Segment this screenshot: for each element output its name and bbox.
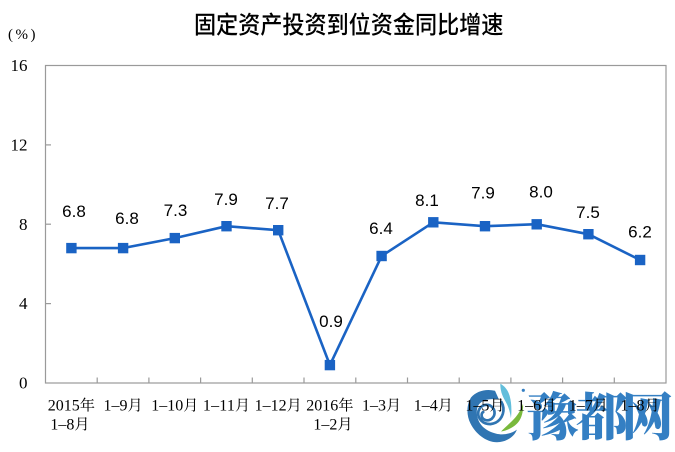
svg-text:1–4: 1–4	[414, 398, 438, 415]
svg-text:0: 0	[19, 374, 28, 393]
svg-text:(%): (%)	[8, 27, 38, 43]
svg-text:7.7: 7.7	[265, 194, 289, 213]
svg-text:6.4: 6.4	[369, 219, 393, 238]
svg-text:2016: 2016	[306, 398, 338, 415]
svg-text:7.3: 7.3	[164, 201, 188, 220]
svg-text:16: 16	[11, 56, 28, 75]
svg-text:8.0: 8.0	[529, 183, 553, 202]
svg-text:1–2: 1–2	[313, 416, 337, 433]
svg-text:12: 12	[11, 135, 28, 154]
svg-text:1–9: 1–9	[104, 398, 128, 415]
svg-text:1–8: 1–8	[50, 416, 74, 433]
svg-text:1–3: 1–3	[362, 398, 386, 415]
svg-text:7.5: 7.5	[576, 203, 600, 222]
svg-text:8: 8	[19, 215, 28, 234]
svg-text:1–12: 1–12	[255, 398, 287, 415]
svg-text:6.8: 6.8	[115, 209, 139, 228]
svg-text:6.2: 6.2	[628, 223, 652, 242]
svg-text:4: 4	[19, 294, 28, 313]
svg-text:0.9: 0.9	[319, 312, 343, 331]
svg-text:8.1: 8.1	[415, 191, 439, 210]
svg-text:1–11: 1–11	[203, 398, 235, 415]
svg-text:7.9: 7.9	[214, 190, 238, 209]
svg-text:6.8: 6.8	[62, 202, 86, 221]
svg-text:1–10: 1–10	[151, 398, 183, 415]
svg-text:2015: 2015	[48, 398, 80, 415]
svg-text:7.9: 7.9	[471, 184, 495, 203]
